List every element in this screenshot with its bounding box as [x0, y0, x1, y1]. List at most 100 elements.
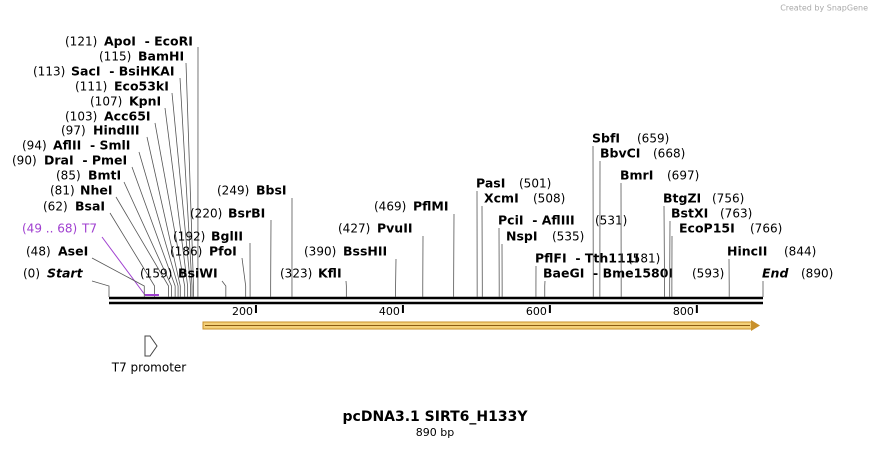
site-position: (97)	[61, 124, 86, 138]
site-line	[164, 107, 189, 297]
feature-arrow-head	[751, 320, 760, 331]
site-name: SacI - BsiHKAI	[71, 64, 174, 79]
subtitle: 890 bp	[416, 426, 454, 439]
site-position: (581)	[628, 252, 660, 266]
site-position: (94)	[22, 139, 47, 153]
site-position: (90)	[12, 154, 37, 168]
site-position: (111)	[75, 80, 107, 94]
site-position: (192)	[173, 230, 205, 244]
site-line	[146, 136, 181, 297]
site-name: PciI - AflIII	[498, 213, 575, 228]
site-line	[221, 280, 227, 297]
site-name: T7	[81, 222, 97, 236]
site-line	[154, 122, 186, 297]
site-name: BglII	[211, 229, 243, 244]
site-name: Eco53kI	[114, 79, 169, 94]
site-position: (103)	[65, 110, 97, 124]
site-name: PfoI	[209, 244, 237, 259]
site-position: (85)	[56, 169, 81, 183]
site-name: AflII - SmlI	[53, 138, 130, 153]
site-position: (186)	[170, 245, 202, 259]
site-position: (531)	[595, 214, 627, 228]
site-name: ApoI - EcoRI	[104, 34, 193, 49]
site-name: BtgZI	[663, 191, 701, 206]
site-name: BamHI	[138, 49, 184, 64]
site-line	[138, 151, 179, 297]
site-position: (49 .. 68)	[22, 222, 77, 236]
site-name: BsaI	[75, 199, 105, 214]
site-position: (766)	[750, 222, 782, 236]
site-name: BstXI	[671, 206, 708, 221]
site-name: KpnI	[129, 94, 161, 109]
site-name: BmtI	[88, 168, 121, 183]
site-name: PflFI - Tth111I	[535, 251, 639, 266]
site-position: (107)	[90, 95, 122, 109]
site-line	[91, 280, 110, 297]
promoter-arrow	[144, 335, 158, 357]
site-position: (115)	[99, 50, 131, 64]
site-leader	[101, 236, 146, 296]
site-position: (501)	[519, 177, 551, 191]
site-name: PflMI	[413, 199, 449, 214]
site-position: (844)	[784, 245, 816, 259]
site-position: (81)	[50, 184, 75, 198]
site-name: BsiWI	[178, 266, 218, 281]
site-name: Acc65I	[104, 109, 151, 124]
site-position: (593)	[692, 267, 724, 281]
site-name: BbsI	[256, 183, 287, 198]
site-position: (249)	[217, 184, 249, 198]
site-position: (659)	[637, 132, 669, 146]
site-position: (890)	[801, 267, 833, 281]
site-position: (323)	[280, 267, 312, 281]
site-position: (668)	[653, 147, 685, 161]
site-line	[115, 196, 169, 297]
site-line	[91, 257, 145, 297]
site-name: XcmI	[484, 191, 519, 206]
site-line	[241, 257, 247, 297]
site-position: (62)	[43, 200, 68, 214]
site-name: PvuII	[377, 221, 413, 236]
site-name: BbvCI	[600, 146, 640, 161]
site-name: BssHII	[343, 244, 387, 259]
site-name: AseI	[58, 244, 88, 259]
ruler-tick-label: 800	[673, 305, 694, 318]
feature-label: T7 promoter	[111, 361, 187, 375]
site-line	[179, 77, 193, 297]
site-line	[663, 205, 665, 297]
site-name: PasI	[476, 176, 505, 191]
site-line	[185, 62, 194, 297]
site-name: BaeGI - Bme1580I	[543, 266, 673, 281]
site-position: (220)	[190, 207, 222, 221]
site-line	[123, 181, 172, 297]
site-position: (48)	[26, 245, 51, 259]
site-name: HindIII	[93, 123, 140, 138]
site-position: (756)	[712, 192, 744, 206]
site-name: EcoP15I	[679, 221, 735, 236]
site-position: (697)	[667, 169, 699, 183]
site-position: (469)	[374, 200, 406, 214]
site-line	[171, 92, 191, 297]
site-position: (427)	[338, 222, 370, 236]
site-position: (0)	[23, 267, 40, 281]
site-position: (763)	[720, 207, 752, 221]
site-position: (113)	[33, 65, 65, 79]
site-name: DraI - PmeI	[44, 153, 127, 168]
site-position: (159)	[140, 267, 172, 281]
site-name: BsrBI	[228, 206, 265, 221]
site-name: End	[762, 266, 789, 281]
ruler-tick-label: 600	[526, 305, 547, 318]
site-name: BmrI	[620, 168, 653, 183]
site-name: Start	[47, 266, 84, 281]
ruler-tick-label: 200	[232, 305, 253, 318]
site-line	[131, 166, 176, 297]
site-name: HincII	[727, 244, 767, 259]
site-line	[109, 212, 155, 297]
site-position: (508)	[533, 192, 565, 206]
site-position: (121)	[65, 35, 97, 49]
site-name: NspI	[506, 229, 538, 244]
site-position: (390)	[304, 245, 336, 259]
site-name: SbfI	[592, 131, 620, 146]
ruler-tick-label: 400	[379, 305, 400, 318]
watermark: Created by SnapGene	[780, 4, 868, 13]
